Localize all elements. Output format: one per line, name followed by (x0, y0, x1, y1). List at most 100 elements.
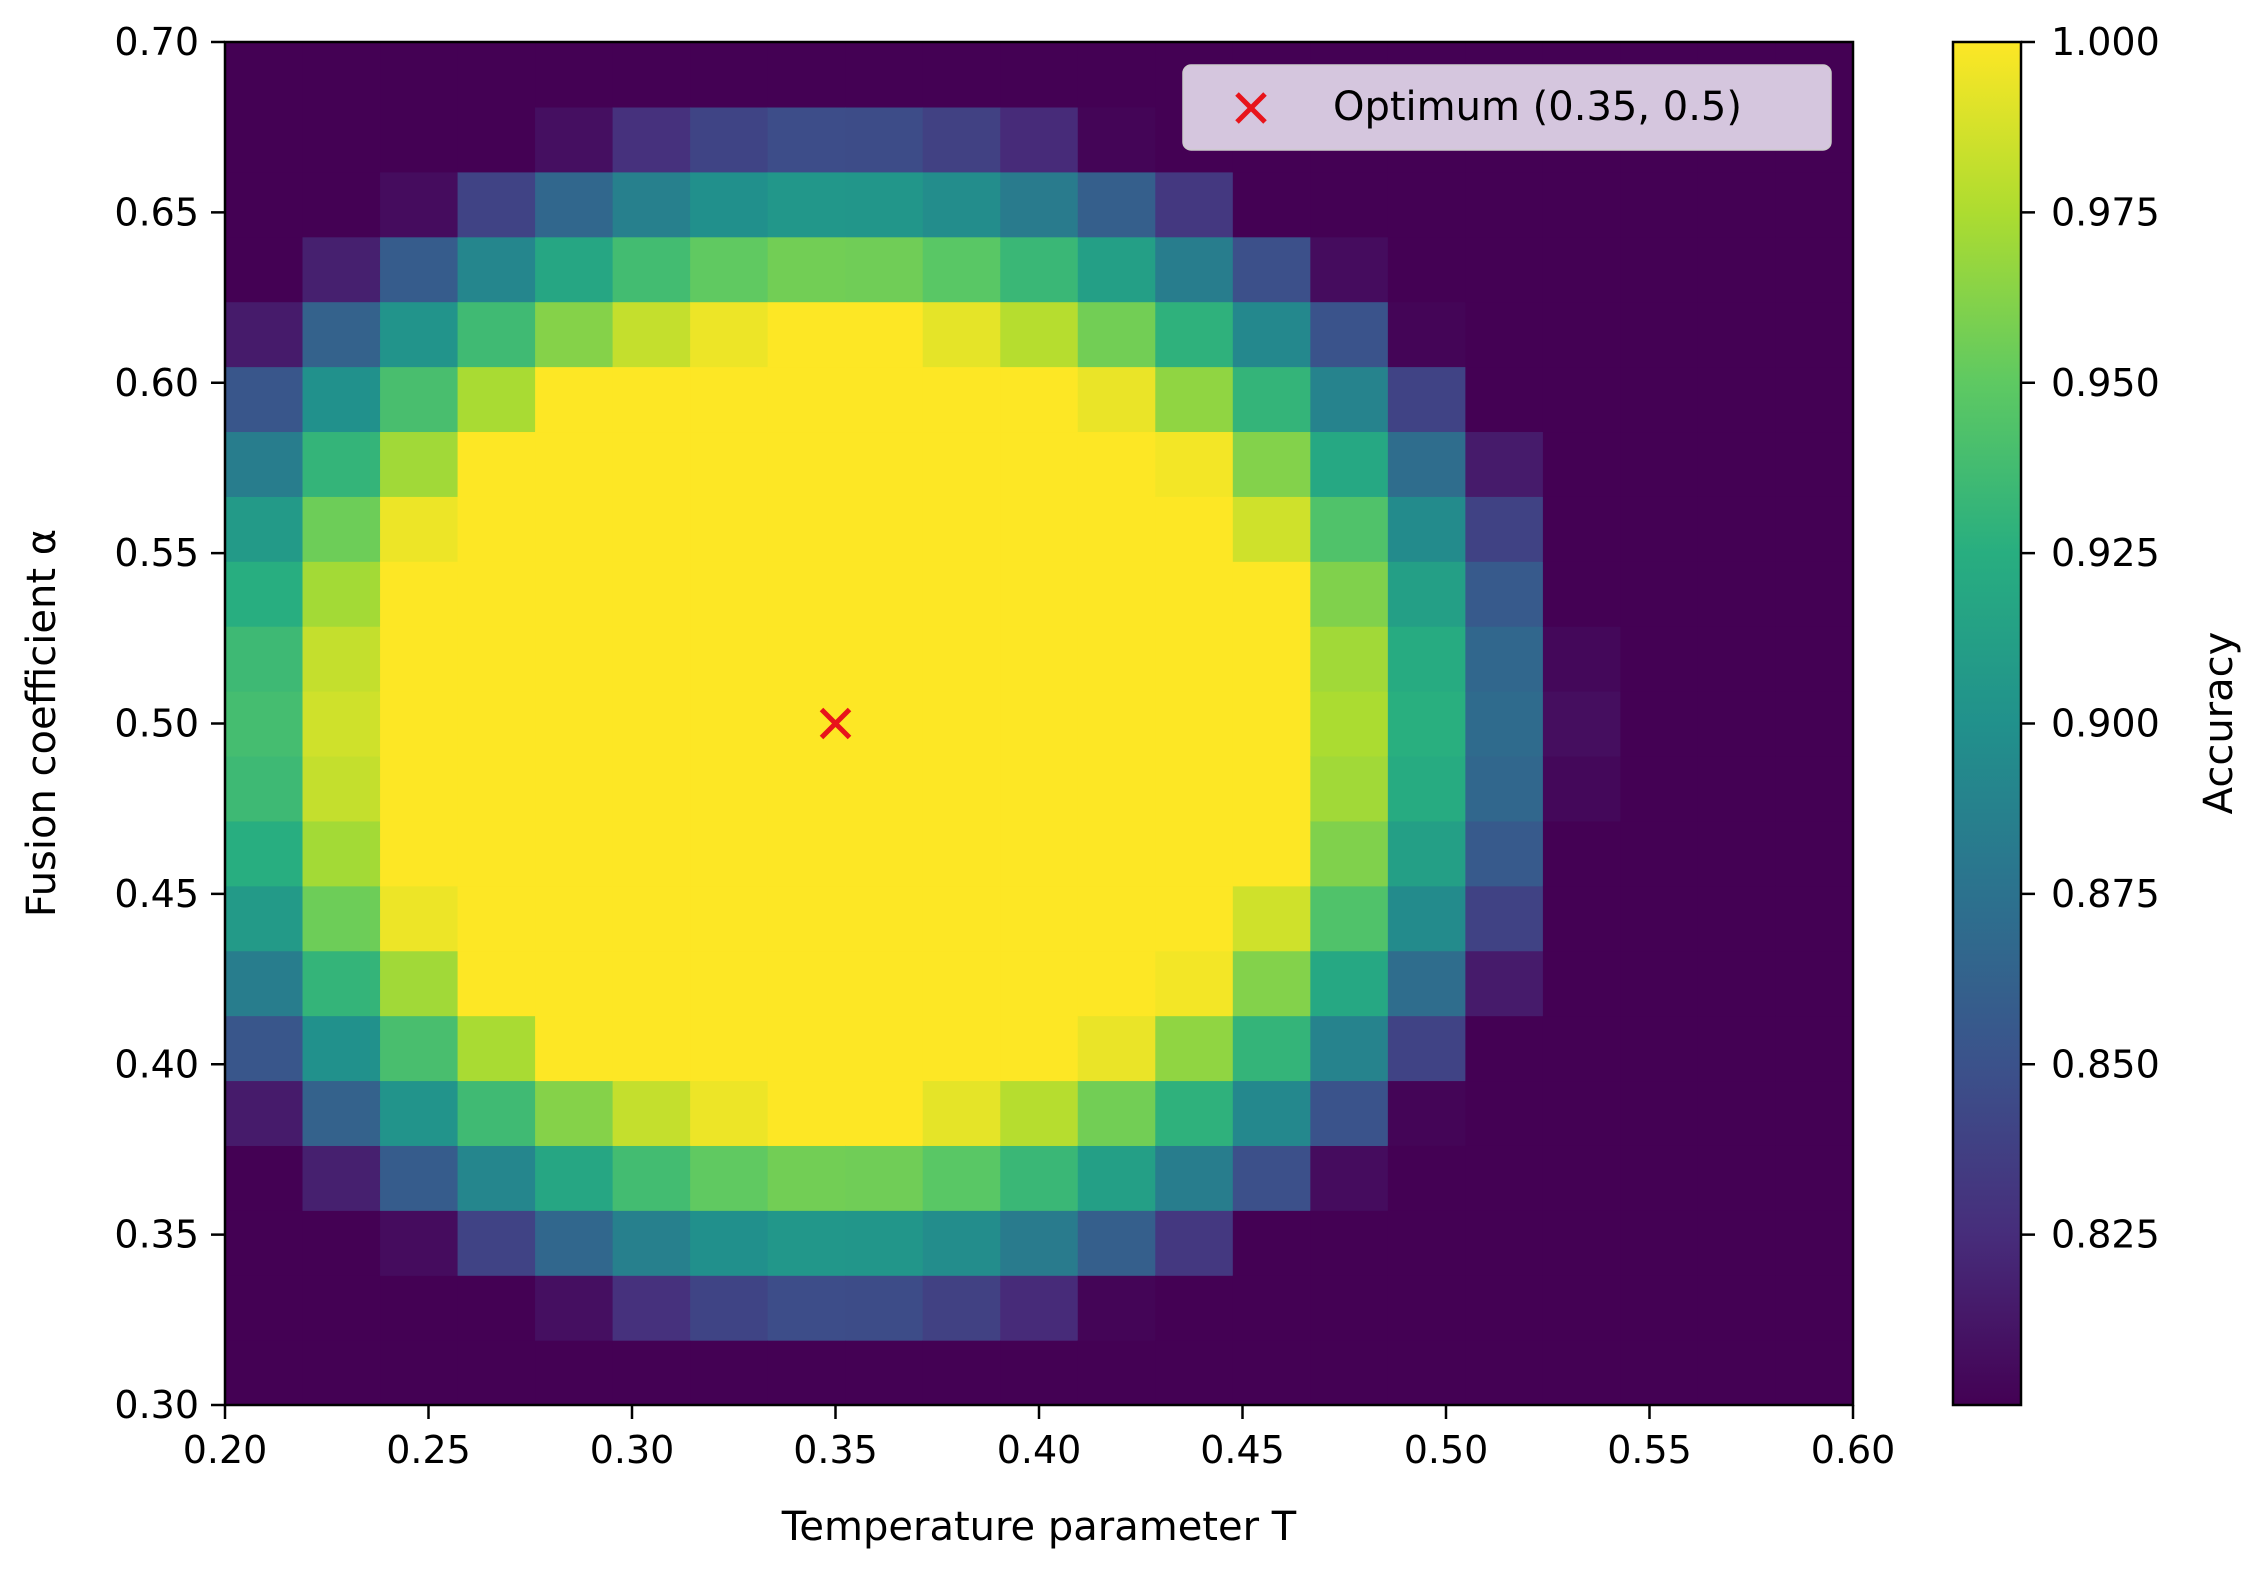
heatmap-cell (1000, 691, 1079, 757)
heatmap-cell (1077, 431, 1156, 497)
heatmap-cell (1077, 366, 1156, 433)
heatmap-cell (1465, 820, 1544, 887)
heatmap-cell (690, 1210, 769, 1276)
heatmap-cell (1775, 1275, 1854, 1341)
heatmap-cell (1310, 691, 1389, 757)
heatmap-cell (457, 301, 536, 368)
heatmap-cell (922, 691, 1001, 757)
heatmap-cell (1387, 1275, 1466, 1341)
colorbar-tick-label: 0.975 (2051, 190, 2160, 234)
y-axis: 0.30 0.35 0.40 0.45 0.50 0.55 0.60 0.65 0.70 (114, 20, 225, 1427)
heatmap-cell (225, 691, 304, 757)
heatmap-cell (1232, 1145, 1311, 1211)
heatmap-cell (922, 1275, 1001, 1341)
heatmap-cell (1310, 1080, 1389, 1146)
heatmap-cell (1155, 301, 1234, 368)
heatmap-cell (845, 171, 924, 238)
heatmap-cell (457, 1080, 536, 1146)
heatmap-cell (1000, 1080, 1079, 1146)
heatmap-cell (1465, 1210, 1544, 1276)
heatmap-cell (1775, 171, 1854, 238)
heatmap-cell (845, 691, 924, 757)
heatmap-cell (1542, 950, 1622, 1017)
heatmap-cell (690, 755, 769, 822)
colorbar-label: Accuracy (2196, 632, 2242, 815)
heatmap-cell (1542, 626, 1622, 692)
heatmap-cell (535, 236, 614, 303)
heatmap-cell (612, 366, 691, 433)
heatmap-cell (690, 366, 769, 433)
heatmap-cell (1232, 561, 1311, 627)
heatmap-cell (1620, 1275, 1699, 1341)
heatmap-cell (845, 820, 924, 887)
heatmap-cell (535, 1210, 614, 1276)
heatmap-cell (922, 820, 1001, 887)
heatmap-cell (1465, 236, 1544, 303)
heatmap-cell (225, 885, 304, 952)
heatmap-cell (922, 496, 1001, 562)
heatmap-cell (1775, 561, 1854, 627)
heatmap-cell (1387, 1210, 1466, 1276)
x-tick-label: 0.30 (590, 1428, 675, 1472)
heatmap-cell (1000, 820, 1079, 887)
heatmap-cell (1620, 1210, 1699, 1276)
heatmap-cell (1310, 1210, 1389, 1276)
heatmap-cell (1000, 1275, 1079, 1341)
heatmap-cell (1697, 431, 1777, 497)
heatmap-cell (845, 1340, 924, 1406)
y-tick-label: 0.40 (114, 1042, 199, 1086)
heatmap-cell (1155, 366, 1234, 433)
heatmap-cell (302, 820, 381, 887)
heatmap-cell (1697, 885, 1777, 952)
heatmap-cell (845, 366, 924, 433)
heatmap-cell (225, 1340, 304, 1406)
heatmap-cell (1155, 496, 1234, 562)
heatmap-cell (457, 885, 536, 952)
heatmap-cell (922, 950, 1001, 1017)
heatmap-cell (1697, 496, 1777, 562)
heatmap-cell (1775, 236, 1854, 303)
heatmap-cell (225, 626, 304, 692)
heatmap-cell (690, 1340, 769, 1406)
heatmap-cell (302, 1145, 381, 1211)
heatmap-cell (302, 236, 381, 303)
heatmap-cell (1697, 1015, 1777, 1082)
heatmap-cell (457, 1275, 536, 1341)
colorbar-tick-label: 1.000 (2051, 20, 2160, 64)
heatmap-cell (380, 885, 459, 952)
heatmap-cell (1000, 950, 1079, 1017)
heatmap-cell (767, 42, 846, 108)
heatmap-cell (457, 626, 536, 692)
heatmap-cell (1697, 171, 1777, 238)
heatmap-cell (1232, 1210, 1311, 1276)
heatmap-cell (690, 431, 769, 497)
heatmap-cell (535, 1275, 614, 1341)
y-tick-label: 0.60 (114, 361, 199, 405)
legend-box (1182, 64, 1832, 151)
heatmap-cell (612, 1275, 691, 1341)
heatmap-cell (1465, 1145, 1544, 1211)
heatmap-cell (1155, 691, 1234, 757)
heatmap-cell (1077, 820, 1156, 887)
heatmap-cell (380, 1015, 459, 1082)
heatmap-cell (380, 1275, 459, 1341)
colorbar: 0.825 0.850 0.875 0.900 0.925 0.950 0.975 1.000… (1951, 20, 2242, 1407)
heatmap-cell (457, 236, 536, 303)
heatmap-cell (457, 1340, 536, 1406)
heatmap-cell (380, 106, 459, 173)
heatmap-cell (767, 820, 846, 887)
colorbar-tick-label: 0.925 (2051, 531, 2160, 575)
heatmap-cell (1620, 171, 1699, 238)
heatmap-cell (922, 366, 1001, 433)
heatmap-cell (1620, 1340, 1699, 1406)
heatmap-cell (1620, 496, 1699, 562)
heatmap-cell (1077, 691, 1156, 757)
heatmap-cell (1465, 496, 1544, 562)
x-tick-label: 0.40 (997, 1428, 1082, 1472)
heatmap-cell (1232, 171, 1311, 238)
heatmap-cell (1387, 691, 1466, 757)
heatmap-cell (1232, 950, 1311, 1017)
heatmap-cell (612, 950, 691, 1017)
heatmap-cell (1232, 366, 1311, 433)
